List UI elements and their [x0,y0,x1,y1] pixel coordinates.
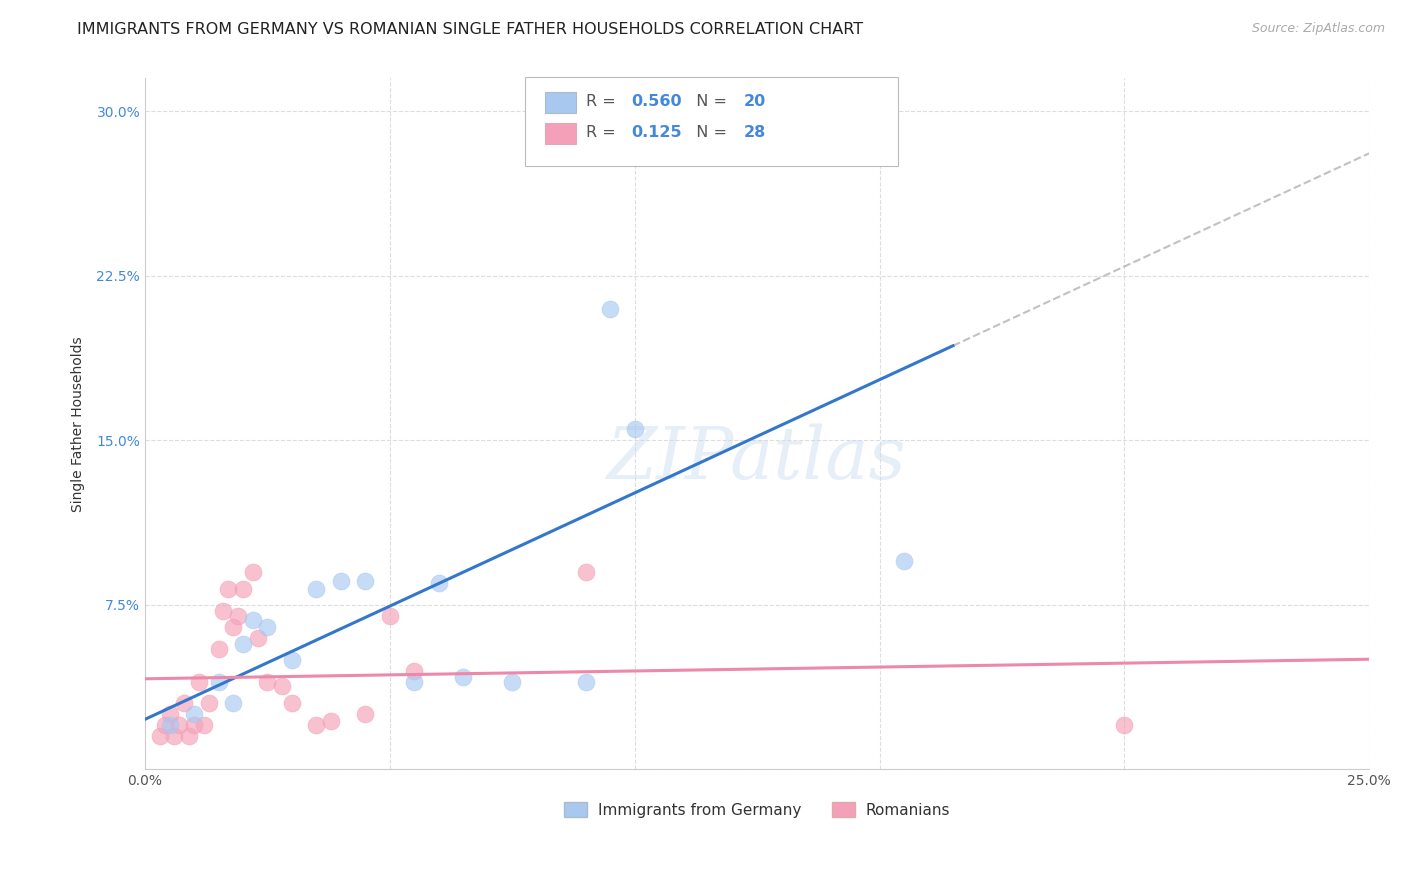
Point [599,301,621,316]
Text: 0.125: 0.125 [631,125,682,140]
Point [501,674,523,689]
Text: 0.560: 0.560 [631,95,682,109]
FancyBboxPatch shape [546,123,576,144]
Point [232,637,254,651]
Text: IMMIGRANTS FROM GERMANY VS ROMANIAN SINGLE FATHER HOUSEHOLDS CORRELATION CHART: IMMIGRANTS FROM GERMANY VS ROMANIAN SING… [77,22,863,37]
Point [321,714,343,728]
Point [226,608,249,623]
Point [271,679,294,693]
Point [281,652,304,666]
Point [173,697,195,711]
Point [305,718,328,732]
Point [575,674,598,689]
FancyBboxPatch shape [524,78,898,166]
Point [623,422,645,436]
Point [222,697,245,711]
Point [187,674,209,689]
Point [212,604,235,618]
Point [242,565,264,579]
Point [242,613,264,627]
Point [256,620,278,634]
Text: R =: R = [586,125,620,140]
Point [153,718,176,732]
Point [844,148,866,162]
Point [378,608,401,623]
Point [453,670,475,684]
Point [149,730,172,744]
Point [427,575,450,590]
Point [183,707,205,722]
Point [207,641,229,656]
Point [159,707,181,722]
Point [404,664,426,678]
Point [354,707,377,722]
Point [232,582,254,597]
Point [281,697,304,711]
FancyBboxPatch shape [546,92,576,112]
Point [329,574,352,588]
Y-axis label: Single Father Households: Single Father Households [72,336,86,511]
Point [893,554,915,568]
Point [207,674,229,689]
Point [217,582,239,597]
Point [163,730,186,744]
Text: R =: R = [586,95,620,109]
Text: Source: ZipAtlas.com: Source: ZipAtlas.com [1251,22,1385,36]
Point [575,565,598,579]
Text: 20: 20 [744,95,766,109]
Text: ZIPatlas: ZIPatlas [607,423,907,493]
Point [354,574,377,588]
Point [256,674,278,689]
Text: 28: 28 [744,125,766,140]
Text: N =: N = [686,125,733,140]
Point [1114,718,1136,732]
Point [159,718,181,732]
Point [305,582,328,597]
Point [222,620,245,634]
Point [404,674,426,689]
Point [179,730,201,744]
Legend: Immigrants from Germany, Romanians: Immigrants from Germany, Romanians [558,796,956,824]
Point [246,631,269,645]
Point [193,718,215,732]
Point [169,718,191,732]
Point [197,697,219,711]
Text: N =: N = [686,95,733,109]
Point [183,718,205,732]
